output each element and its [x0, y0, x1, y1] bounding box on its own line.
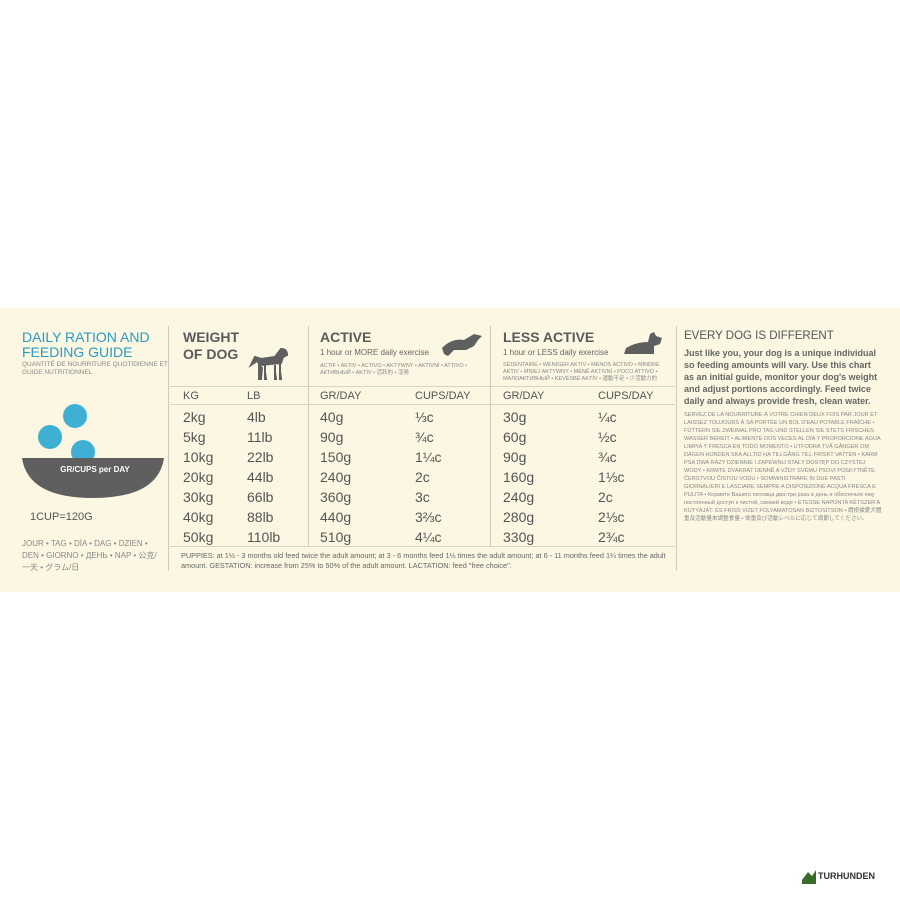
less-active-translations: SÉDENTAIRE • WENIGER AKTIV • MENOS ACTIV…	[503, 362, 660, 382]
table-cell: 50kg	[183, 529, 214, 545]
column-header: CUPS/DAY	[598, 390, 654, 402]
active-header: ACTIVE	[320, 329, 372, 345]
running-dog-icon	[442, 334, 482, 356]
table-cell: ⅓c	[415, 409, 434, 425]
table-cell: 4lb	[247, 409, 266, 425]
divider	[168, 326, 169, 571]
table-cell: 240g	[320, 469, 352, 485]
info-title: EVERY DOG IS DIFFERENT	[684, 330, 834, 342]
table-cell: 44lb	[247, 469, 274, 485]
divider	[490, 326, 491, 546]
rule	[170, 404, 675, 405]
table-cell: ¾c	[598, 449, 617, 465]
weight-header: WEIGHT OF DOG	[183, 329, 239, 362]
table-cell: 280g	[503, 509, 535, 525]
table-cell: 2c	[598, 489, 613, 505]
table-cell: 330g	[503, 529, 535, 545]
table-cell: 88lb	[247, 509, 274, 525]
table-cell: ¾c	[415, 429, 434, 445]
table-cell: 2c	[415, 469, 430, 485]
table-cell: 22lb	[247, 449, 274, 465]
table-cell: 4¼c	[415, 529, 442, 545]
table-cell: 440g	[320, 509, 352, 525]
active-translations: ACTIF • AKTIV • ACTIVO • AKTYWNY • AKTIV…	[320, 363, 468, 376]
footnote: PUPPIES: at 1½ - 3 months old feed twice…	[181, 551, 666, 570]
feeding-guide-panel	[0, 308, 900, 592]
table-cell: 40kg	[183, 509, 214, 525]
table-cell: 30kg	[183, 489, 214, 505]
table-cell: 11lb	[247, 429, 273, 445]
guide-title: DAILY RATION AND FEEDING GUIDE	[22, 329, 150, 360]
column-header: GR/DAY	[503, 390, 545, 402]
table-cell: 2¾c	[598, 529, 625, 545]
rule	[170, 386, 675, 387]
table-cell: 30g	[503, 409, 527, 425]
table-cell: 2⅓c	[598, 509, 625, 525]
table-cell: ¼c	[598, 409, 617, 425]
divider	[676, 326, 677, 571]
table-cell: 66lb	[247, 489, 274, 505]
bowl-icon	[22, 404, 164, 498]
table-cell: 20kg	[183, 469, 214, 485]
less-active-header: LESS ACTIVE	[503, 329, 595, 345]
less-active-desc: 1 hour or LESS daily exercise	[503, 348, 609, 357]
watermark: TURHUNDEN	[818, 871, 875, 881]
column-header: KG	[183, 390, 199, 402]
divider	[308, 326, 309, 546]
table-cell: 1¼c	[415, 449, 442, 465]
table-cell: 3⅔c	[415, 509, 442, 525]
rule	[170, 546, 675, 547]
dog-icon	[248, 347, 289, 380]
per-day-translations: JOUR • TAG • DÍA • DAG • DZIEN • DEN • G…	[22, 539, 157, 572]
cup-note: 1CUP=120G	[30, 511, 93, 523]
table-cell: 10kg	[183, 449, 214, 465]
table-cell: ½c	[598, 429, 617, 445]
bowl-label: GR/CUPS per DAY	[60, 465, 130, 474]
table-cell: 5kg	[183, 429, 206, 445]
table-cell: 150g	[320, 449, 352, 465]
table-cell: 40g	[320, 409, 344, 425]
table-cell: 240g	[503, 489, 535, 505]
table-cell: 60g	[503, 429, 527, 445]
info-translations: SERVEZ DE LA NOURRITURE À VOTRE CHIEN DE…	[684, 412, 882, 522]
table-cell: 110lb	[247, 529, 281, 545]
watermark-logo	[802, 870, 816, 884]
table-cell: 2kg	[183, 409, 206, 425]
active-desc: 1 hour or MORE daily exercise	[320, 348, 429, 357]
info-body: Just like you, your dog is a unique indi…	[684, 348, 878, 406]
table-cell: 510g	[320, 529, 352, 545]
table-cell: 1⅓c	[598, 469, 625, 485]
lying-dog-icon	[624, 332, 662, 354]
table-cell: 160g	[503, 469, 535, 485]
table-cell: 3c	[415, 489, 430, 505]
column-header: GR/DAY	[320, 390, 362, 402]
column-header: CUPS/DAY	[415, 390, 471, 402]
table-cell: 90g	[320, 429, 344, 445]
table-cell: 90g	[503, 449, 527, 465]
guide-subtitle: QUANTITÉ DE NOURRITURE QUOTIDIENNE ET GU…	[22, 361, 168, 376]
table-cell: 360g	[320, 489, 352, 505]
column-header: LB	[247, 390, 261, 402]
